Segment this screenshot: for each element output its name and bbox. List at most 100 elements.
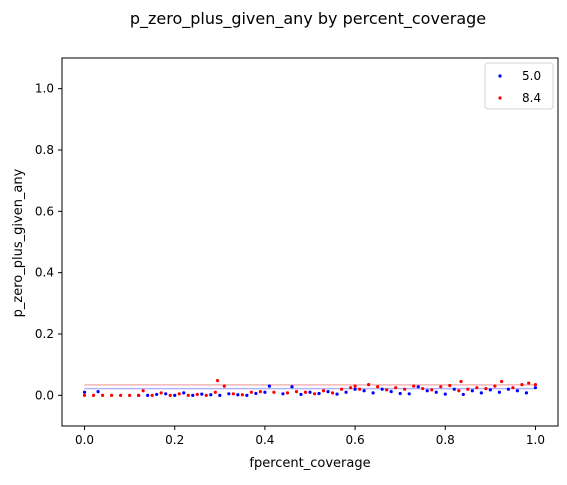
data-point-series-1	[285, 391, 290, 395]
data-point-series-1	[466, 387, 470, 391]
data-point-series-1	[168, 393, 172, 397]
data-point-series-1	[459, 379, 463, 384]
x-axis-ticks: 0.0 0.2 0.4 0.6 0.8 1.0	[75, 426, 545, 447]
data-point-series-0	[371, 391, 375, 395]
data-point-series-1	[385, 388, 389, 392]
data-point-series-1	[249, 390, 253, 394]
data-point-series-1	[272, 390, 276, 394]
data-point-series-0	[461, 392, 465, 397]
data-point-series-0	[524, 391, 529, 395]
legend-label-series-0: 5.0	[522, 69, 541, 83]
data-point-series-1	[100, 393, 105, 397]
data-point-series-0	[326, 390, 330, 394]
data-point-series-0	[173, 393, 177, 397]
y-tick-label: 1.0	[35, 82, 54, 96]
data-point-series-1	[195, 392, 199, 397]
x-tick-label: 1.0	[526, 433, 545, 447]
data-point-series-1	[231, 392, 235, 396]
x-axis-label: fpercent_coverage	[249, 456, 370, 471]
data-point-series-1	[91, 393, 96, 397]
data-point-series-1	[511, 386, 515, 390]
data-point-series-1	[321, 389, 326, 393]
data-point-series-0	[290, 385, 294, 389]
data-point-series-1	[457, 389, 461, 393]
data-point-series-1	[421, 386, 425, 391]
data-point-series-0	[218, 393, 222, 397]
data-point-series-0	[407, 392, 411, 396]
data-point-series-1	[412, 384, 416, 388]
data-point-series-0	[182, 391, 186, 395]
y-axis-label: p_zero_plus_given_any	[11, 168, 26, 317]
data-point-series-1	[204, 393, 208, 397]
data-point-series-1	[258, 390, 262, 394]
x-tick-label: 0.2	[165, 433, 184, 447]
data-point-series-0	[191, 393, 195, 397]
data-point-series-1	[358, 387, 362, 391]
data-point-series-0	[263, 390, 267, 394]
data-point-series-1	[439, 385, 443, 389]
data-point-series-0	[434, 390, 438, 394]
data-point-series-0	[245, 393, 249, 397]
data-point-series-0	[155, 392, 159, 397]
data-point-series-1	[186, 393, 190, 397]
data-point-series-0	[398, 391, 402, 396]
data-point-series-0	[82, 390, 87, 394]
legend-marker-series-0	[498, 74, 502, 78]
data-point-series-0	[308, 390, 312, 394]
data-point-series-0	[209, 393, 213, 397]
data-point-series-0	[362, 389, 366, 393]
legend-label-series-1: 8.4	[522, 91, 541, 105]
data-point-series-1	[484, 386, 488, 391]
data-point-series-0	[506, 387, 510, 391]
data-point-series-1	[312, 392, 317, 396]
data-point-series-0	[236, 393, 240, 397]
data-point-series-1	[448, 383, 452, 388]
y-tick-label: 0.6	[35, 204, 54, 218]
data-point-series-1	[150, 393, 154, 397]
data-point-series-0	[200, 392, 204, 396]
data-point-series-1	[215, 379, 220, 383]
data-point-series-1	[137, 393, 141, 397]
data-point-series-1	[376, 385, 380, 389]
legend-box	[484, 62, 554, 110]
data-point-series-1	[213, 390, 217, 394]
data-point-series-0	[335, 392, 339, 396]
data-point-series-0	[479, 391, 483, 395]
y-axis-ticks: 0.0 0.2 0.4 0.6 0.8 1.0	[35, 82, 62, 402]
data-point-series-1	[177, 392, 181, 396]
data-point-series-0	[164, 392, 168, 396]
data-point-series-0	[281, 392, 285, 396]
x-tick-label: 0.0	[75, 433, 94, 447]
data-point-series-1	[493, 384, 497, 388]
data-point-series-0	[299, 392, 303, 397]
data-point-series-1	[353, 384, 357, 388]
data-point-series-1	[119, 393, 123, 397]
data-point-series-0	[497, 390, 501, 394]
data-point-series-1	[348, 386, 353, 390]
data-point-series-1	[500, 379, 504, 384]
data-point-series-0	[443, 392, 447, 396]
legend-marker-series-1	[498, 96, 502, 100]
data-point-series-0	[267, 384, 272, 388]
x-tick-label: 0.8	[436, 433, 455, 447]
data-point-series-1	[240, 393, 244, 397]
data-point-series-0	[470, 389, 474, 393]
data-point-series-0	[317, 391, 321, 396]
data-point-series-1	[430, 388, 434, 392]
data-point-series-1	[520, 383, 524, 387]
data-point-series-1	[394, 386, 398, 390]
data-point-series-0	[533, 386, 538, 390]
data-point-series-0	[380, 387, 384, 391]
data-point-series-1	[128, 393, 132, 397]
x-tick-label: 0.6	[346, 433, 365, 447]
data-point-series-1	[294, 390, 299, 394]
y-tick-label: 0.2	[35, 327, 54, 341]
data-point-series-0	[488, 388, 492, 392]
data-point-series-1	[159, 391, 163, 395]
data-point-series-1	[475, 386, 479, 390]
data-point-series-0	[515, 389, 520, 393]
mean-lines	[84, 384, 536, 390]
chart-title: p_zero_plus_given_any by percent_coverag…	[130, 9, 486, 29]
data-point-series-1	[330, 391, 335, 395]
